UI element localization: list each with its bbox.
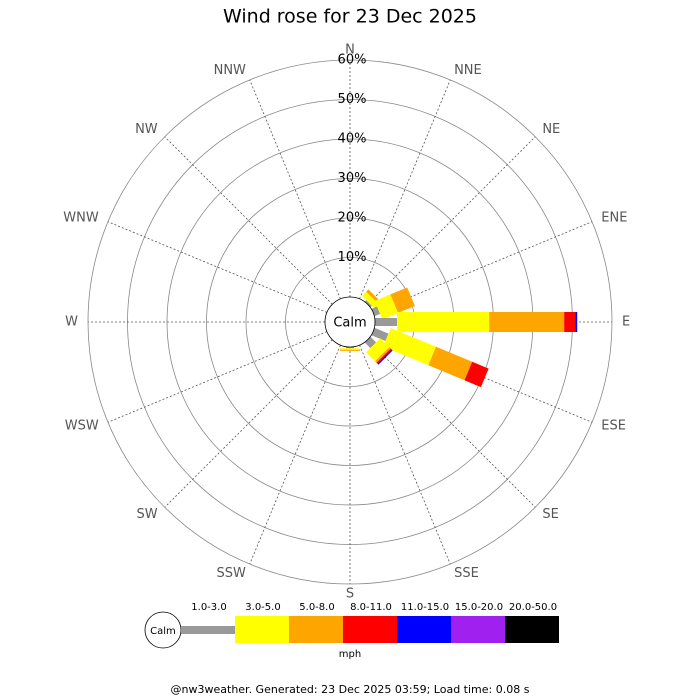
r-tick-label: 20% — [338, 211, 367, 226]
r-tick-label: 50% — [338, 92, 367, 107]
rose-segment — [374, 294, 399, 320]
rose-segment — [375, 347, 391, 363]
legend-label: 1.0-3.0 — [191, 602, 226, 613]
direction-label: WSW — [65, 419, 99, 434]
direction-label: NNW — [214, 63, 246, 78]
direction-label: SE — [542, 507, 558, 522]
chart-title: Wind rose for 23 Dec 2025 — [223, 6, 477, 28]
calm-label: Calm — [333, 316, 366, 331]
direction-label: SW — [137, 507, 158, 522]
legend-calm-label: Calm — [150, 626, 176, 637]
direction-label: NNE — [454, 63, 482, 78]
legend-label: 15.0-20.0 — [455, 602, 503, 613]
footer: @nw3weather. Generated: 23 Dec 2025 03:5… — [171, 683, 530, 696]
legend-label: 5.0-8.0 — [299, 602, 334, 613]
direction-label: E — [622, 315, 630, 330]
rose-segment — [575, 312, 578, 332]
legend-swatch — [505, 616, 559, 643]
legend-label: 3.0-5.0 — [245, 602, 280, 613]
spoke — [164, 136, 333, 305]
direction-label: W — [65, 315, 78, 330]
rose-segment — [377, 349, 393, 365]
legend-swatch — [289, 616, 343, 643]
legend-swatch — [181, 626, 235, 634]
spoke — [249, 79, 341, 300]
rose-segment — [376, 348, 392, 364]
rose-segment — [340, 349, 360, 351]
spoke — [367, 136, 536, 305]
legend-label: 20.0-50.0 — [509, 602, 557, 613]
spoke — [367, 339, 536, 508]
rose-segment — [375, 318, 398, 326]
spoke — [107, 331, 328, 423]
rose-segment — [371, 327, 389, 341]
legend-label: 11.0-15.0 — [401, 602, 449, 613]
r-tick-label: 30% — [338, 171, 367, 186]
spoke — [107, 221, 328, 313]
r-tick-label: 60% — [338, 53, 367, 68]
spoke — [372, 331, 593, 423]
rose-segment — [364, 300, 372, 308]
direction-label: SSE — [454, 566, 479, 581]
legend-swatch — [343, 616, 397, 643]
spoke — [359, 344, 451, 565]
direction-label: S — [346, 587, 354, 602]
direction-label: NE — [542, 122, 560, 137]
direction-label: N — [345, 43, 355, 58]
rose-segment — [366, 338, 390, 362]
legend-swatch — [451, 616, 505, 643]
calm-circle — [324, 296, 376, 348]
direction-label: SSW — [217, 566, 247, 581]
direction-label: ENE — [601, 210, 627, 225]
unit-label: mph — [339, 649, 361, 660]
rose-segment — [564, 312, 576, 332]
spoke — [359, 79, 451, 300]
spoke — [164, 339, 333, 508]
legend-swatch — [397, 616, 451, 643]
direction-label: WNW — [63, 210, 99, 225]
direction-label: ESE — [601, 419, 626, 434]
direction-label: NW — [135, 122, 158, 137]
legend-swatch — [235, 616, 289, 643]
rose-segment — [397, 312, 490, 332]
rose-segment — [464, 361, 489, 388]
rose-segment — [428, 346, 473, 381]
rose-segment — [362, 291, 381, 310]
legend-label: 8.0-11.0 — [350, 602, 392, 613]
rose-segment — [383, 328, 436, 366]
spoke — [249, 344, 341, 565]
rose-segment — [390, 287, 415, 313]
r-tick-label: 10% — [338, 250, 367, 265]
rose-segment — [364, 336, 377, 349]
r-tick-label: 40% — [338, 132, 367, 147]
rose-segment — [340, 348, 360, 350]
spoke — [372, 221, 593, 313]
rose-segment — [489, 312, 565, 332]
